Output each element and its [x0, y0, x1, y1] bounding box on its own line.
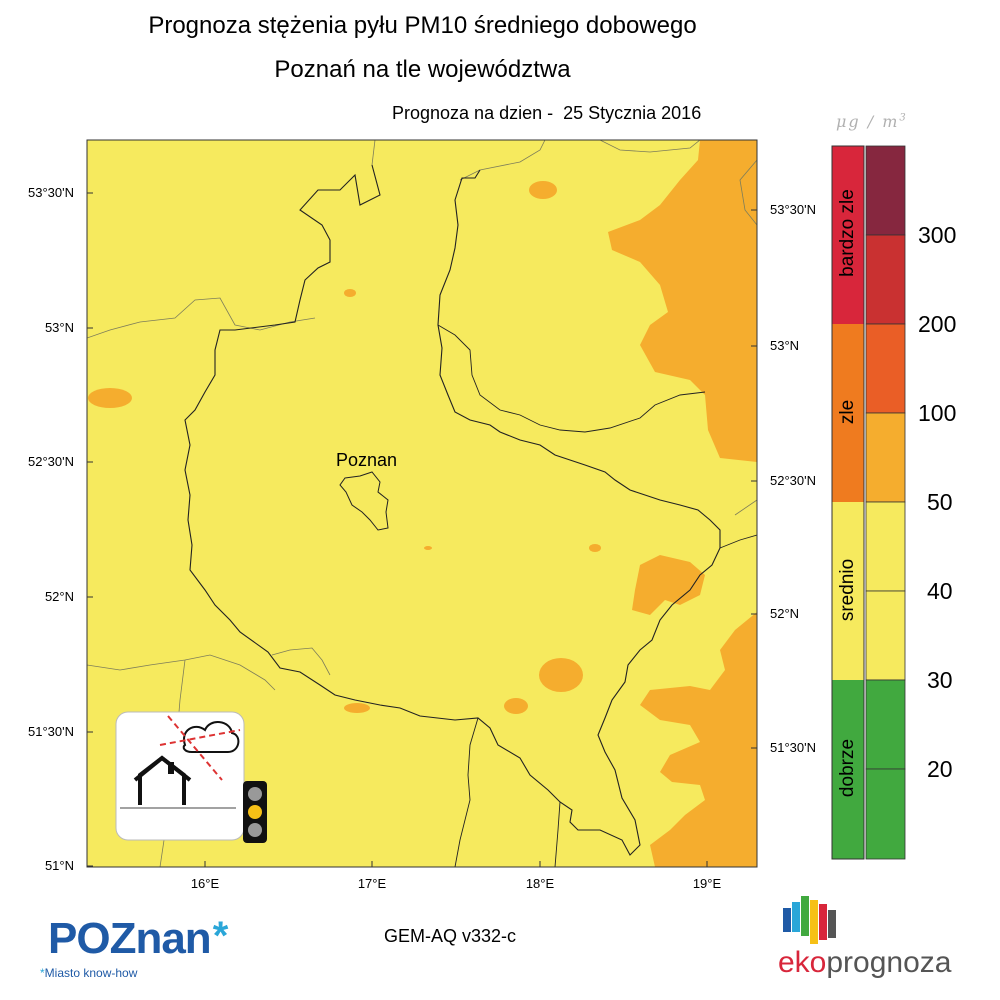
legend-scale-value: 40	[927, 578, 953, 604]
legend-category-bardzo-zle: bardzo zle	[837, 189, 858, 277]
legend-scale-bar	[865, 145, 906, 860]
poznan-logo: POZnan*	[48, 914, 229, 963]
poznan-logo-star-icon: *	[212, 914, 229, 958]
legend-category-dobrze: dobrze	[837, 738, 858, 798]
ekoprognoza-logo: ekoprognoza	[778, 946, 952, 979]
lat-label-left: 51°N	[44, 858, 74, 873]
lat-label-left: 52°N	[44, 589, 74, 604]
legend-scale-band	[865, 679, 906, 770]
forecast-date: Prognoza na dzien - 25 Stycznia 2016	[392, 103, 702, 123]
pollution-spot	[344, 703, 370, 713]
pollution-zone-east-north	[608, 140, 757, 462]
pollution-spot	[632, 555, 705, 615]
ekoprognoza-logo-icon	[783, 896, 836, 944]
map-title: Prognoza stężenia pyłu PM10 średniego do…	[148, 12, 697, 39]
smog-house-traffic-light-icon	[115, 711, 267, 843]
legend-scale-value: 50	[927, 489, 953, 515]
legend-category-bar	[831, 145, 865, 860]
legend-category-srednio: srednio	[837, 558, 858, 622]
lon-label: 17°E	[357, 876, 387, 891]
pollution-spot	[344, 289, 356, 297]
legend-scale-band	[865, 145, 906, 236]
pollution-spot	[529, 181, 557, 199]
model-version: GEM-AQ v332-c	[383, 926, 517, 946]
map-frame	[86, 139, 758, 868]
city-label: Poznan	[336, 450, 398, 470]
legend-scale-value: 30	[927, 667, 953, 693]
legend-scale-band	[865, 768, 906, 860]
lat-label-left: 53°30'N	[28, 185, 74, 200]
pollution-spot	[504, 698, 528, 714]
poznan-tagline: *Miasto know-how	[40, 966, 138, 980]
legend-scale-band	[865, 234, 906, 325]
lat-label-right: 53°30'N	[770, 202, 816, 217]
poznan-city-boundary	[339, 471, 389, 531]
legend-scale-band	[865, 412, 906, 503]
lat-label-left: 53°N	[44, 320, 74, 335]
pollution-spot	[589, 544, 601, 552]
legend-category-zle: zle	[837, 399, 858, 425]
legend-scale-band	[865, 501, 906, 592]
legend-scale-value: 20	[927, 756, 953, 782]
lat-label-left: 51°30'N	[28, 724, 74, 739]
pollution-spot	[539, 658, 583, 692]
legend-unit: μg / m3	[836, 112, 908, 131]
lat-label-left: 52°30'N	[28, 454, 74, 469]
legend-scale-band	[865, 323, 906, 414]
legend-scale-value: 200	[918, 311, 957, 337]
pollution-spot	[424, 546, 432, 550]
legend-scale-value: 100	[918, 400, 957, 426]
pollution-zone-east-south	[640, 612, 757, 867]
lat-label-right: 53°N	[770, 338, 800, 353]
lat-label-right: 52°N	[770, 606, 800, 621]
lon-label: 18°E	[525, 876, 555, 891]
pollution-spot	[88, 388, 132, 408]
map-subtitle: Poznań na tle województwa	[274, 56, 571, 83]
axis-ticks	[87, 192, 757, 867]
lon-label: 16°E	[190, 876, 220, 891]
lat-label-right: 51°30'N	[770, 740, 816, 755]
lon-label: 19°E	[692, 876, 722, 891]
legend-scale-band	[865, 590, 906, 681]
legend-scale-value: 300	[918, 222, 957, 248]
lat-label-right: 52°30'N	[770, 473, 816, 488]
voivodeship-border	[184, 164, 721, 856]
